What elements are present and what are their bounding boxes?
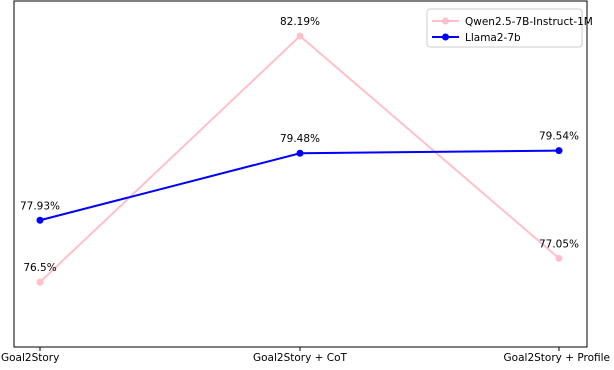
data-point — [36, 278, 44, 286]
data-label: 82.19% — [280, 16, 320, 28]
legend-box — [426, 8, 583, 48]
x-tick-label: Goal2Story + Profile — [504, 352, 610, 364]
data-point — [555, 147, 563, 155]
x-tick-label: Goal2Story — [1, 352, 59, 364]
x-axis: Goal2Story Goal2Story + CoT Goal2Story + P… — [1, 347, 610, 364]
series-layer: 76.5% 82.19% 77.05% 77.93% 79.48% 79.54% — [20, 16, 579, 286]
data-point — [296, 149, 304, 157]
data-point — [36, 216, 44, 224]
data-point — [555, 254, 563, 262]
data-label: 79.54% — [539, 131, 579, 143]
plot-area — [13, 0, 588, 348]
legend-label: Qwen2.5-7B-Instruct-1M — [465, 16, 593, 28]
data-label: 76.5% — [23, 262, 56, 274]
data-label: 77.93% — [20, 200, 60, 212]
legend-swatch-marker — [442, 17, 449, 25]
data-point — [296, 32, 304, 40]
data-label: 77.05% — [539, 238, 579, 250]
legend-swatch-marker — [442, 33, 449, 41]
legend: Qwen2.5-7B-Instruct-1M Llama2-7b — [426, 8, 593, 48]
x-tick-label: Goal2Story + CoT — [253, 352, 348, 364]
data-label: 79.48% — [280, 133, 320, 145]
legend-label: Llama2-7b — [465, 32, 521, 44]
